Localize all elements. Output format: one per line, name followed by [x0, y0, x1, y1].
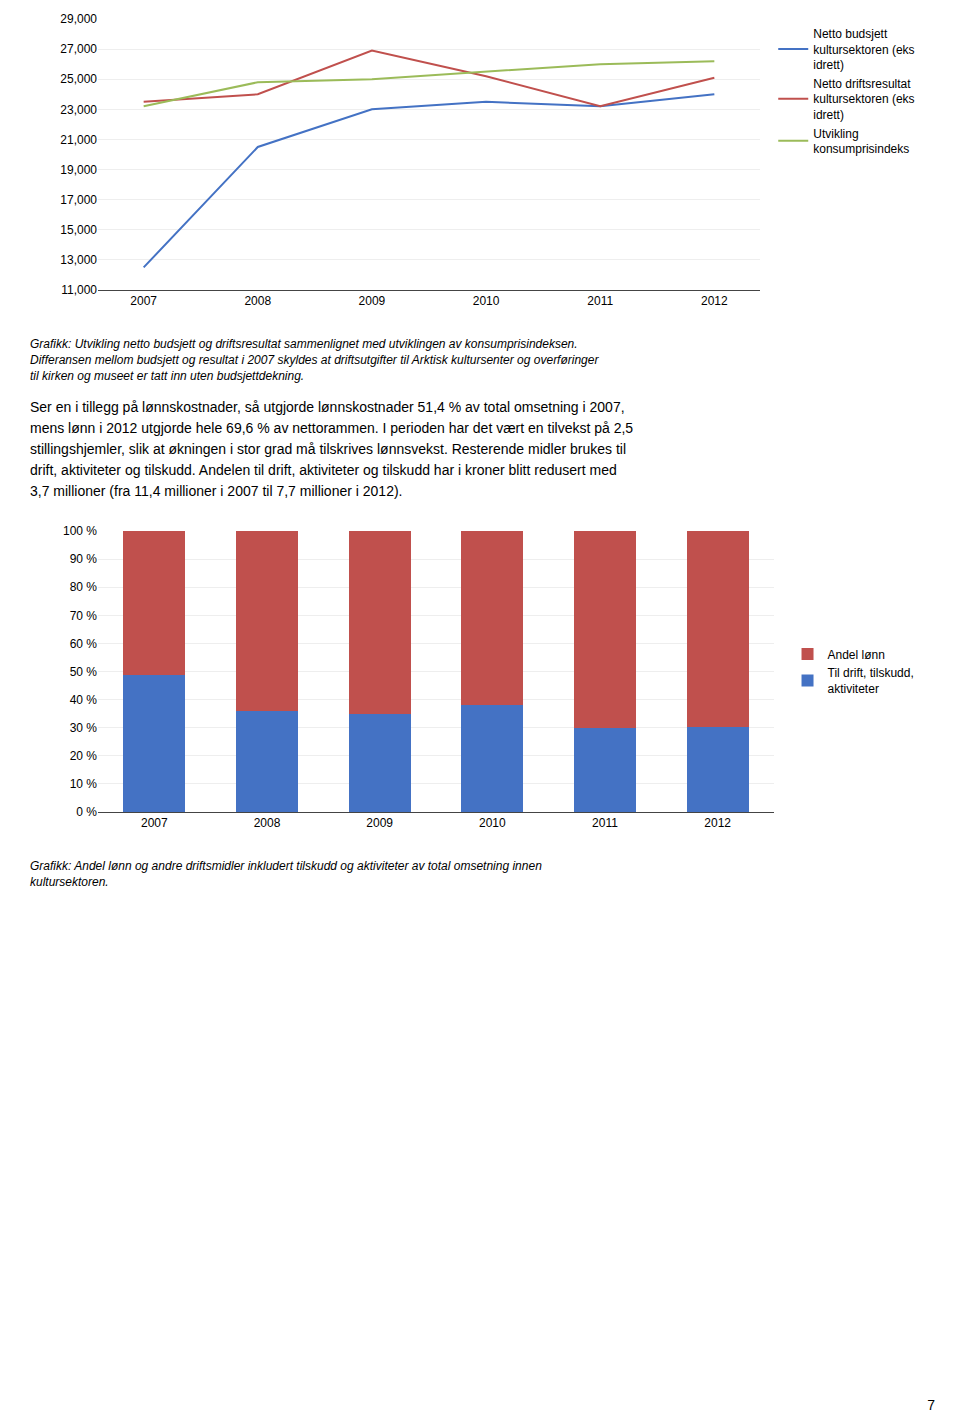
svg-text:Utviklingkonsumprisindeks: Utviklingkonsumprisindeks: [813, 127, 909, 157]
html-text:kultursektoren.: kultursektoren.: [30, 874, 109, 889]
svg-text:2011: 2011: [587, 294, 613, 308]
svg-text:70 %: 70 %: [70, 608, 98, 622]
svg-text:2008: 2008: [244, 294, 271, 308]
html-text:Grafikk: Utvikling netto budsj: Grafikk: Utvikling netto budsjett og dri…: [30, 337, 578, 351]
svg-text:2010: 2010: [479, 816, 506, 830]
svg-text:11,000: 11,000: [61, 283, 97, 297]
html-text:Ser en i tillegg på lønnskostn: Ser en i tillegg på lønnskostnader, så u…: [30, 398, 625, 415]
svg-text:2008: 2008: [254, 816, 281, 830]
svg-text:21,000: 21,000: [60, 133, 97, 147]
svg-text:13,000: 13,000: [60, 253, 97, 267]
svg-text:2007: 2007: [141, 816, 168, 830]
svg-text:40 %: 40 %: [70, 692, 98, 706]
html-text:7: 7: [927, 1397, 935, 1413]
svg-text:2012: 2012: [701, 294, 728, 308]
html-text:drift, aktiviteter og tilskudd: drift, aktiviteter og tilskudd. Andelen …: [30, 461, 617, 478]
svg-text:0 %: 0 %: [76, 805, 97, 819]
svg-text:2009: 2009: [366, 816, 393, 830]
svg-text:60 %: 60 %: [70, 636, 98, 650]
svg-text:29,000: 29,000: [60, 12, 97, 26]
svg-text:30 %: 30 %: [70, 720, 98, 734]
svg-text:25,000: 25,000: [60, 72, 97, 86]
svg-text:80 %: 80 %: [70, 580, 98, 594]
svg-text:23,000: 23,000: [60, 103, 97, 117]
svg-text:27,000: 27,000: [60, 42, 97, 56]
svg-text:Netto budsjettkultursektoren (: Netto budsjettkultursektoren (eksidrett): [813, 27, 914, 72]
html-text:3,7 millioner (fra 11,4 millio: 3,7 millioner (fra 11,4 millioner i 2007…: [30, 482, 403, 499]
svg-text:Netto driftsresultatkultursekt: Netto driftsresultatkultursektoren (eksi…: [813, 77, 914, 122]
html-text:Differansen mellom budsjett og: Differansen mellom budsjett og resultat …: [30, 353, 599, 368]
svg-text:2009: 2009: [359, 294, 386, 308]
html-text:stillingshjemler, slik at økni: stillingshjemler, slik at økningen i sto…: [30, 440, 626, 457]
svg-text:2010: 2010: [473, 294, 500, 308]
html-text:mens lønn i 2012 utgjorde hele: mens lønn i 2012 utgjorde hele 69,6 % av…: [30, 419, 634, 436]
svg-text:90 %: 90 %: [70, 552, 98, 566]
svg-text:Til drift, tilskudd,aktivitete: Til drift, tilskudd,aktiviteter: [828, 666, 914, 696]
svg-text:2007: 2007: [130, 294, 157, 308]
svg-text:2011: 2011: [592, 816, 618, 830]
svg-text:15,000: 15,000: [60, 223, 97, 237]
svg-text:19,000: 19,000: [60, 163, 97, 177]
html-text:til kirken og museet er tatt i: til kirken og museet er tatt inn uten bu…: [30, 369, 305, 384]
svg-text:2012: 2012: [704, 816, 731, 830]
svg-text:Andel lønn: Andel lønn: [828, 647, 885, 661]
svg-text:17,000: 17,000: [60, 193, 97, 207]
svg-text:20 %: 20 %: [70, 749, 98, 763]
svg-text:50 %: 50 %: [70, 664, 98, 678]
svg-text:10 %: 10 %: [70, 777, 98, 791]
html-text:Grafikk: Andel lønn og andre d: Grafikk: Andel lønn og andre driftsmidle…: [30, 858, 542, 873]
svg-text:100 %: 100 %: [63, 524, 97, 538]
